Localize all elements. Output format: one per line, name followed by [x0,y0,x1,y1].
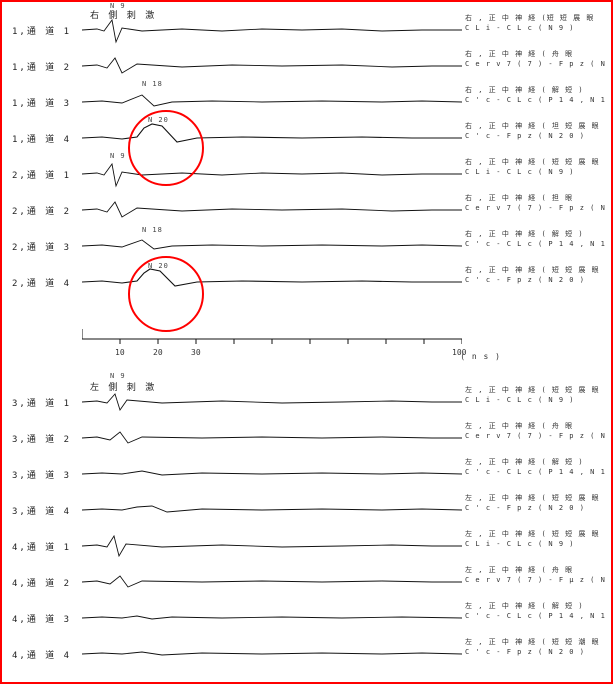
trace-row: 2,通 道 3 右 , 正 中 神 経 ( 解 短 ) C ' c - C L … [2,228,611,264]
channel-label: 3,通 道 4 [12,504,71,517]
trace-row: 3,通 道 2 左 , 正 中 神 経 ( 舟 眼 C e r v 7 ( 7 … [2,420,611,456]
trace-description: 右 , 正 中 神 経 ( 解 短 ) C ' c - C L c ( P 1 … [465,86,605,106]
channel-label: 1,通 道 3 [12,96,71,109]
channel-label: 4,通 道 2 [12,576,71,589]
channel-label: 3,通 道 3 [12,468,71,481]
trace-row: 3,通 道 3 左 , 正 中 神 経 ( 解 短 ) C ' c - C L … [2,456,611,492]
channel-label: 4,通 道 4 [12,648,71,661]
trace-row: 4,通 道 1 左 , 正 中 神 経 ( 短 短 展 眼 C L i - C … [2,528,611,564]
channel-label: 2,通 道 3 [12,240,71,253]
axis-unit-label: ( n s ) [460,352,501,361]
waveform-trace [82,384,462,420]
trace-row: 2,通 道 4 右 , 正 中 神 経 ( 短 短 展 眼 C ' c - F … [2,264,611,300]
trace-row: 4,通 道 2 左 , 正 中 神 経 ( 舟 眼 C e r v 7 ( 7 … [2,564,611,600]
trace-description: 右 , 正 中 神 経 ( 解 短 ) C ' c - C L c ( P 1 … [465,230,605,250]
waveform-trace [82,48,462,84]
trace-row: 4,通 道 3 左 , 正 中 神 経 ( 解 短 ) C ' c - C L … [2,600,611,636]
trace-description: 左 , 正 中 神 経 ( 短 短 展 眼 C ' c - F p z ( N … [465,494,605,514]
trace-description: 左 , 正 中 神 経 ( 短 短 展 眼 C L i - C L c ( N … [465,530,605,550]
trace-description: 左 , 正 中 神 経 ( 舟 眼 C e r v 7 ( 7 ) - F μ … [465,566,605,586]
trace-description: 右 , 正 中 神 経 ( 短 短 展 眼 C L i - C L c ( N … [465,158,605,178]
waveform-trace [82,492,462,528]
trace-description: 右 , 正 中 神 経 ( 担 眼 C e r v 7 ( 7 ) - F p … [465,194,605,214]
trace-row: 2,通 道 2 右 , 正 中 神 経 ( 担 眼 C e r v 7 ( 7 … [2,192,611,228]
waveform-trace [82,528,462,564]
channel-label: 4,通 道 1 [12,540,71,553]
waveform-trace [82,636,462,672]
waveform-trace [82,600,462,636]
trace-row: 3,通 道 1 左 , 正 中 神 経 ( 短 短 展 眼 C L i - C … [2,384,611,420]
trace-description: 左 , 正 中 神 経 ( 解 短 ) C ' c - C L c ( P 1 … [465,602,605,622]
channel-label: 1,通 道 4 [12,132,71,145]
time-axis: 10 20 30 100 ( n s ) [2,314,611,374]
channel-label: 2,通 道 4 [12,276,71,289]
axis-tick-label: 20 [153,348,163,357]
waveform-trace [82,420,462,456]
channel-label: 2,通 道 2 [12,204,71,217]
waveform-trace [82,564,462,600]
trace-description: 右 , 正 中 神 経 ( 舟 眼 C e r v 7 ( 7 ) - F p … [465,50,605,70]
trace-description: 左 , 正 中 神 経 ( 解 短 ) C ' c - C L c ( P 1 … [465,458,605,478]
waveform-trace [82,192,462,228]
sep-waveform-figure: 右 側 刺 激 N 9 N 18 N 20 N 9 N 18 N 20 1,通 … [0,0,613,684]
channel-label: 3,通 道 1 [12,396,71,409]
trace-description: 左 , 正 中 神 経 ( 舟 眼 C e r v 7 ( 7 ) - F p … [465,422,605,442]
highlight-circle-icon [128,110,204,186]
panel-left-stim: 左 側 刺 激 N 9 3,通 道 1 左 , 正 中 神 経 ( 短 短 展 … [2,374,611,682]
trace-row: 3,通 道 4 左 , 正 中 神 経 ( 短 短 展 眼 C ' c - F … [2,492,611,528]
trace-row: 1,通 道 2 右 , 正 中 神 経 ( 舟 眼 C e r v 7 ( 7 … [2,48,611,84]
waveform-trace [82,456,462,492]
trace-row: 2,通 道 1 右 , 正 中 神 経 ( 短 短 展 眼 C L i - C … [2,156,611,192]
channel-label: 3,通 道 2 [12,432,71,445]
channel-label: 4,通 道 3 [12,612,71,625]
trace-row: 1,通 道 3 右 , 正 中 神 経 ( 解 短 ) C ' c - C L … [2,84,611,120]
trace-description: 右 , 正 中 神 経 (短 短 展 眼 C L i - C L c ( N 9… [465,14,605,34]
axis-svg [82,324,462,364]
waveform-trace [82,12,462,48]
channel-label: 1,通 道 2 [12,60,71,73]
channel-label: 1,通 道 1 [12,24,71,37]
trace-description: 右 , 正 中 神 経 ( 短 短 展 眼 C ' c - F p z ( N … [465,266,605,286]
channel-label: 2,通 道 1 [12,168,71,181]
trace-row: 1,通 道 1 右 , 正 中 神 経 (短 短 展 眼 C L i - C L… [2,12,611,48]
trace-description: 左 , 正 中 神 経 ( 短 短 潮 眼 C ' c - F p z ( N … [465,638,605,658]
axis-tick-label: 30 [191,348,201,357]
trace-description: 左 , 正 中 神 経 ( 短 短 展 眼 C L i - C L c ( N … [465,386,605,406]
trace-description: 右 , 正 中 神 経 ( 坦 短 展 眼 C ' c - F p z ( N … [465,122,605,142]
axis-tick-label: 10 [115,348,125,357]
trace-row: 1,通 道 4 右 , 正 中 神 経 ( 坦 短 展 眼 C ' c - F … [2,120,611,156]
peak-label-n9: N 9 [110,2,126,10]
waveform-trace [82,84,462,120]
trace-row: 4,通 道 4 左 , 正 中 神 経 ( 短 短 潮 眼 C ' c - F … [2,636,611,672]
panel-right-stim: 右 側 刺 激 N 9 N 18 N 20 N 9 N 18 N 20 1,通 … [2,4,611,314]
waveform-trace [82,228,462,264]
peak-label-n9: N 9 [110,372,126,380]
